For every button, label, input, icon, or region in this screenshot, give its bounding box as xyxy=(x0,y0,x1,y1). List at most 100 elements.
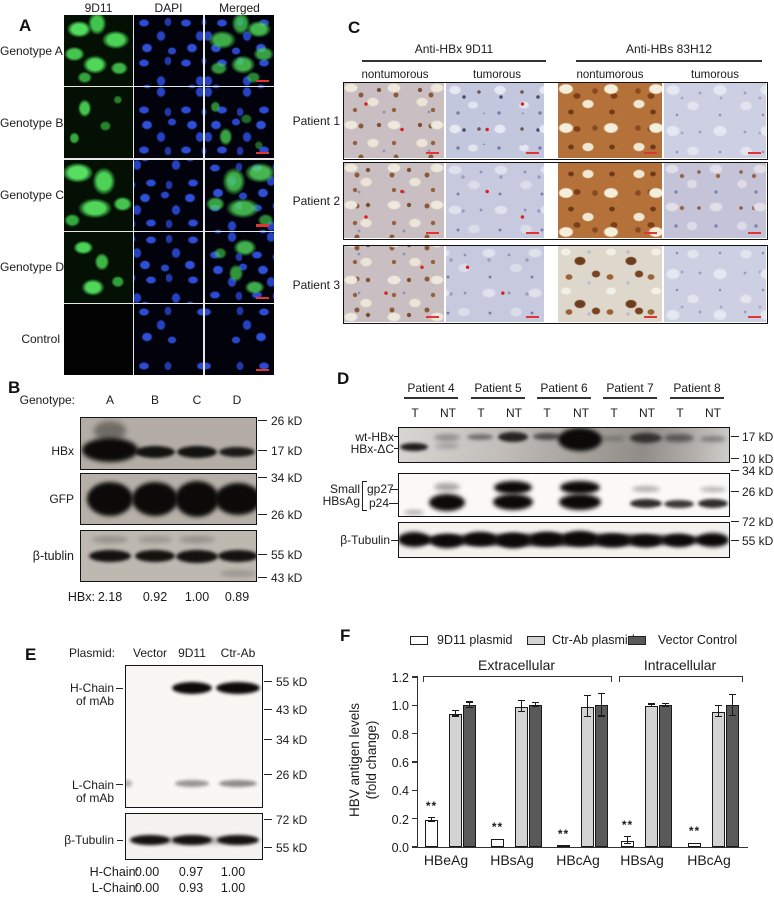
wb-band xyxy=(464,532,496,546)
marker-label: 10 kD xyxy=(742,452,774,466)
fluorescence-texture xyxy=(134,15,204,86)
wb-band xyxy=(563,530,597,546)
error-bar-cap xyxy=(584,716,591,718)
quant-value: 0.97 xyxy=(178,865,204,879)
wb-band xyxy=(533,432,561,440)
lane-label-a: A xyxy=(105,393,114,407)
lane-label-t: T xyxy=(676,406,684,420)
panel-a-label: A xyxy=(19,16,32,35)
y-axis-tick-label: 0.6 xyxy=(391,756,409,770)
marker-tick xyxy=(264,681,272,683)
wb-band xyxy=(467,434,493,440)
panel-f-label: F xyxy=(340,626,351,645)
wb-band xyxy=(138,535,172,543)
quant-value: 1.00 xyxy=(220,881,246,895)
y-axis-tick xyxy=(412,789,418,791)
lane-label-nt: NT xyxy=(573,406,589,420)
y-axis-tick-label: 0.8 xyxy=(391,727,409,742)
wb-band xyxy=(601,435,625,441)
bar-hbcag-s0 xyxy=(688,842,701,847)
if-image-genotype-b-9d11 xyxy=(64,87,133,159)
error-bar-line xyxy=(731,694,734,716)
if-image-genotype-c-merged xyxy=(204,159,274,231)
wb-band xyxy=(664,500,694,508)
error-bar-cap xyxy=(648,706,655,708)
row-label-genotype-d: Genotype D xyxy=(0,260,65,274)
wb-band xyxy=(135,550,175,562)
wb-band xyxy=(175,779,209,787)
wb-band xyxy=(700,436,726,442)
scale-bar xyxy=(526,151,539,154)
row-label-patient-1: Patient 1 xyxy=(292,114,340,128)
ihc-row-patient-1 xyxy=(343,82,768,160)
y-axis-tick xyxy=(412,761,418,763)
wb-band xyxy=(700,486,726,492)
marker-label: 34 kD xyxy=(742,464,774,478)
wb-box-tubulin-patients xyxy=(398,522,730,558)
quant-label-h-chain: H-Chain: xyxy=(89,865,139,879)
quant-value: 2.18 xyxy=(97,590,123,604)
wb-band xyxy=(698,498,728,508)
section-bracket xyxy=(423,676,612,682)
section-label: Extracellular xyxy=(477,657,556,673)
y-axis-tick xyxy=(412,733,418,735)
lane-label-nt: NT xyxy=(639,406,655,420)
panel-b-label: B xyxy=(8,378,21,397)
marker-tick xyxy=(264,819,272,821)
legend-label-vector: Vector Control xyxy=(658,633,738,647)
marker-label: 55 kD xyxy=(742,534,774,548)
row-label-patient-2: Patient 2 xyxy=(292,194,340,208)
band-label-hbsag: HBsAg xyxy=(322,494,360,508)
band-label-p24: p24 xyxy=(369,496,390,510)
x-category-label: HBcAg xyxy=(556,852,600,868)
wb-band xyxy=(434,483,460,491)
ihc-texture xyxy=(664,246,766,322)
wb-band xyxy=(494,480,532,494)
antibody-group-83h12: Anti-HBs 83H12 xyxy=(625,42,713,56)
subcolumn-nontumorous: nontumorous xyxy=(361,69,429,81)
error-bar-cap xyxy=(729,693,736,695)
error-bar-cap xyxy=(662,705,669,707)
marker-tick xyxy=(258,514,267,516)
patient-underline xyxy=(537,397,591,399)
scale-bar xyxy=(644,315,657,318)
if-image-genotype-b-merged xyxy=(204,87,274,159)
error-bar-line xyxy=(520,701,523,713)
patient-4-label: Patient 4 xyxy=(407,381,455,395)
quant-value: 0.92 xyxy=(142,590,168,604)
marker-label: 55 kD xyxy=(271,548,303,562)
ihc-image-p3-9d11-nontumorous xyxy=(344,246,444,322)
scale-bar xyxy=(526,315,539,318)
marker-tick xyxy=(264,774,272,776)
legend-label-ctr-ab: Ctr-Ab plasmid xyxy=(552,633,635,647)
lane-label-9d11: 9D11 xyxy=(178,646,206,660)
column-header-merged: Merged xyxy=(219,1,260,15)
error-bar-line xyxy=(600,694,603,717)
lane-label-vector: Vector xyxy=(132,646,168,660)
row-label-patient-3: Patient 3 xyxy=(292,278,340,292)
scale-bar xyxy=(644,231,657,234)
lane-label-c: C xyxy=(192,393,202,407)
subcolumn-tumorous: tumorous xyxy=(691,69,739,81)
wb-band xyxy=(216,682,260,694)
y-axis-tick xyxy=(412,704,418,706)
blot-label-tubulin: β-tublin xyxy=(32,549,74,563)
y-axis-title-line1: HBV antigen levels xyxy=(347,702,362,818)
band-label-h-chain-2: of mAb xyxy=(75,694,114,708)
x-category-label: HBsAg xyxy=(620,852,664,868)
x-category-label: HBcAg xyxy=(687,852,731,868)
section-bracket xyxy=(619,676,743,682)
wb-band xyxy=(217,835,259,845)
wb-band xyxy=(176,549,218,563)
marker-label: 17 kD xyxy=(271,444,303,458)
fluorescence-texture xyxy=(64,304,133,376)
bar-hbsag-s1 xyxy=(515,706,528,847)
error-bar-line xyxy=(454,711,457,717)
bar-hbcag-s0 xyxy=(557,845,570,847)
lane-label-t: T xyxy=(610,406,618,420)
quant-value: 0.93 xyxy=(178,881,204,895)
scale-bar xyxy=(255,369,269,372)
band-label-wt-hbx: wt-HBx xyxy=(355,430,394,444)
row-label-control: Control xyxy=(21,332,60,346)
marker-label: 17 kD xyxy=(742,430,774,444)
